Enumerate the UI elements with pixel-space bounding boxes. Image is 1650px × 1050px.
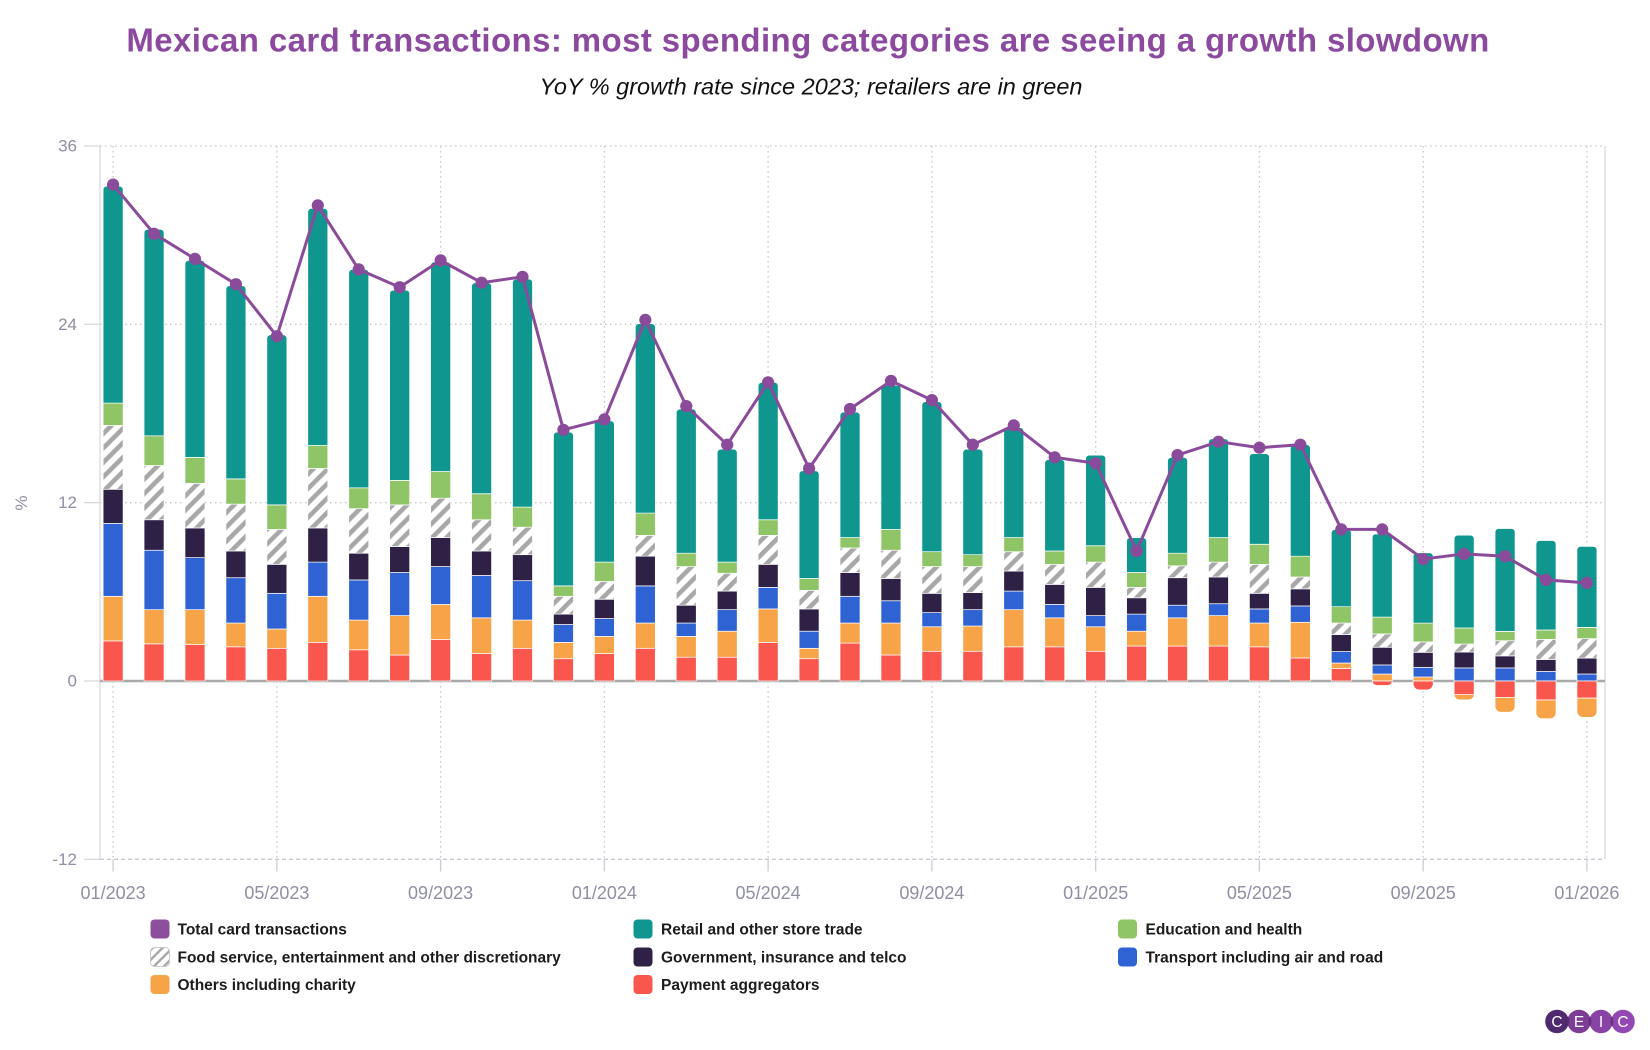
svg-text:01/2024: 01/2024 xyxy=(572,883,637,903)
svg-text:05/2025: 05/2025 xyxy=(1227,883,1292,903)
svg-text:36: 36 xyxy=(58,137,77,156)
svg-text:12: 12 xyxy=(58,493,77,512)
svg-text:09/2023: 09/2023 xyxy=(408,883,473,903)
svg-text:05/2023: 05/2023 xyxy=(244,883,309,903)
svg-text:Transport including air and ro: Transport including air and road xyxy=(1146,950,1384,967)
svg-text:-12: -12 xyxy=(52,850,77,869)
svg-text:E: E xyxy=(1574,1014,1584,1031)
svg-text:01/2023: 01/2023 xyxy=(81,883,146,903)
svg-text:C: C xyxy=(1551,1014,1562,1031)
svg-text:09/2024: 09/2024 xyxy=(899,883,964,903)
svg-text:01/2025: 01/2025 xyxy=(1063,883,1128,903)
svg-text:YoY % growth rate since 2023;: YoY % growth rate since 2023; retailers … xyxy=(540,74,1083,100)
svg-text:09/2025: 09/2025 xyxy=(1391,883,1456,903)
svg-text:%: % xyxy=(12,495,31,510)
svg-text:Mexican card transactions: mos: Mexican card transactions: most spending… xyxy=(126,22,1489,59)
svg-text:01/2026: 01/2026 xyxy=(1554,883,1619,903)
svg-text:0: 0 xyxy=(68,672,77,691)
svg-text:I: I xyxy=(1599,1014,1603,1031)
svg-text:Others including charity: Others including charity xyxy=(178,977,357,994)
svg-text:Education and health: Education and health xyxy=(1146,922,1303,939)
svg-text:Payment aggregators: Payment aggregators xyxy=(661,977,820,994)
svg-text:Retail and other store trade: Retail and other store trade xyxy=(661,922,863,939)
svg-text:Food service, entertainment an: Food service, entertainment and other di… xyxy=(178,950,562,967)
svg-text:Government, insurance and telc: Government, insurance and telco xyxy=(661,950,906,967)
svg-text:24: 24 xyxy=(58,315,77,334)
svg-text:Total card transactions: Total card transactions xyxy=(178,922,347,939)
svg-text:05/2024: 05/2024 xyxy=(736,883,801,903)
svg-text:C: C xyxy=(1617,1014,1628,1031)
